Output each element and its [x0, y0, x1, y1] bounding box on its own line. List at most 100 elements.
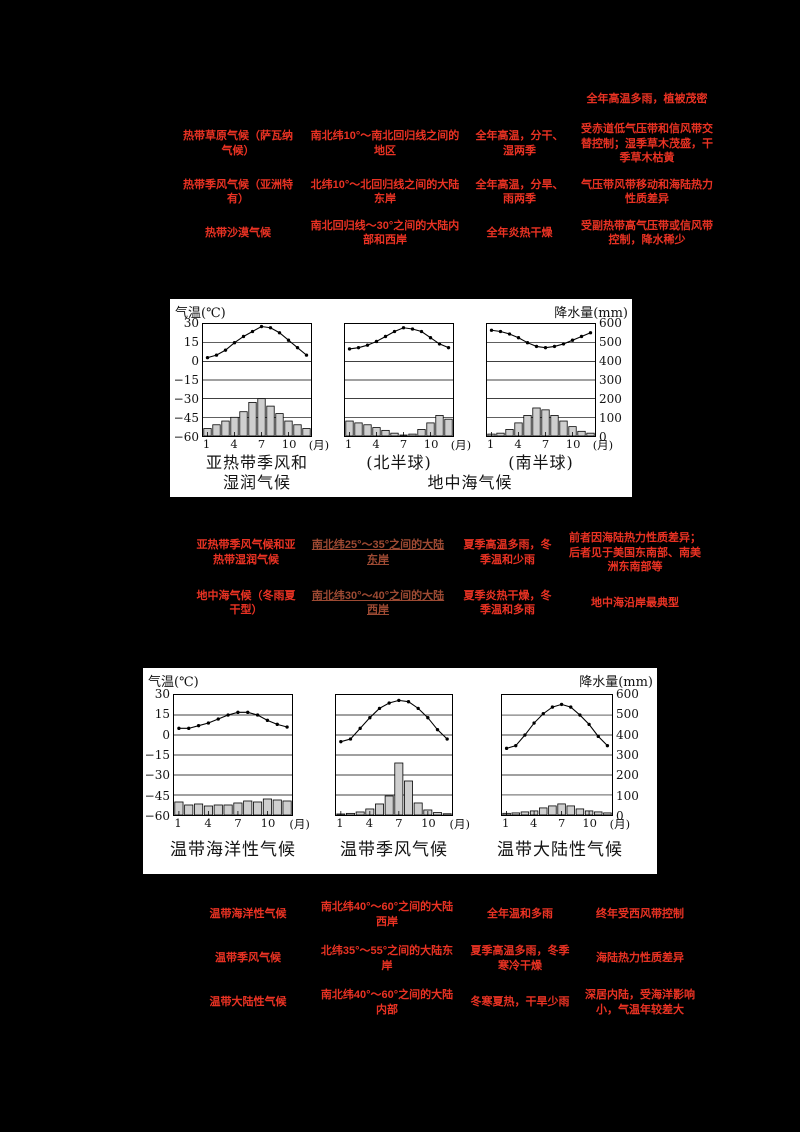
table-cell: 深居内陆，受海洋影响小，气温年较差大: [585, 989, 695, 1016]
month-tick-label: 1: [501, 816, 510, 830]
table-cell: 全年温和多雨: [487, 908, 553, 921]
axis-tick-label: 0: [599, 430, 607, 444]
chart-slot: 1 4 7 10 (月): [486, 323, 613, 452]
climate-chart-mediterranean-south: [486, 323, 596, 437]
month-tick-label: 7: [541, 437, 550, 451]
month-tick-label: 7: [234, 816, 242, 830]
table-row: 热带草原气候（萨瓦纳气候） 南北纬10°～南北回归线之间的地区 全年高温，分干、湿两…: [178, 122, 715, 166]
climate-table-temperate: 温带海洋性气候 南北纬40°～60°之间的大陆西岸 全年温和多雨 终年受西风带控制 温带…: [192, 900, 696, 1032]
month-tick-label: 10: [565, 437, 581, 451]
month-tick-label: 4: [514, 437, 522, 451]
axis-tick-label: 600: [616, 687, 639, 701]
precip-axis-title: 降水量(mm): [579, 675, 653, 690]
month-tick-label: 4: [529, 816, 538, 830]
table-cell: 南北纬25°～35°之间的大陆东岸: [311, 539, 445, 566]
axis-tick-label: 30: [183, 316, 199, 330]
table-cell: 温带季风气候: [215, 952, 281, 965]
table-cell: 夏季高温多雨，冬季寒冷干燥: [470, 945, 570, 972]
table-cell: 受赤道低气压带和信风带交替控制；湿季草木茂盛，干季草木枯黄: [581, 123, 713, 165]
table-cell: 全年高温，分旱、雨两季: [475, 178, 564, 206]
chart-caption: 地中海气候: [427, 473, 513, 492]
table-row: 温带大陆性气候 南北纬40°～60°之间的大陆内部 冬寒夏热，干旱少雨 深居内陆，受海…: [192, 988, 696, 1017]
month-tick-label: 10: [281, 437, 297, 451]
climate-chart-subtropical-monsoon: [202, 323, 312, 437]
table-cell: 夏季炎热干燥，冬季温和多雨: [463, 589, 552, 617]
table-cell: 南北纬10°～南北回归线之间的地区: [310, 130, 460, 157]
month-unit-label: (月): [308, 438, 330, 452]
table-cell: 全年炎热干燥: [486, 226, 553, 239]
table-cell: 海陆热力性质差异: [596, 952, 684, 965]
table-cell: 亚热带季风气候和亚热带湿润气候: [196, 539, 296, 566]
month-tick-label: 1: [336, 816, 344, 830]
climate-table-subtropical: 亚热带季风气候和亚热带湿润气候 南北纬25°～35°之间的大陆东岸 夏季高温多雨，冬…: [196, 531, 703, 632]
chart-slot: 1 4 7 10 (月): [202, 323, 329, 452]
month-tick-label: 1: [202, 437, 211, 451]
table-cell: 受副热带高气压带或信风带控制，降水稀少: [581, 219, 713, 247]
climate-chart-panel-subtropical: 气温(℃) 降水量(mm) 30 15 0 −15 −30 −45 −60 1 4 7 10 (月)…: [170, 299, 632, 497]
month-axis: 1 4 7 10 (月): [202, 437, 329, 452]
month-axis: 1 4 7 10 (月): [344, 437, 471, 452]
chart-caption: 亚热带季风和 湿润气候: [205, 453, 308, 492]
table-cell: 热带草原气候（萨瓦纳气候）: [183, 130, 293, 157]
table-fragment-cell: 全年高温多雨，植被茂密: [586, 93, 708, 105]
table-cell: 南北纬40°～60°之间的大陆西岸: [320, 901, 454, 928]
table-cell: 气压带风带移动和海陆热力性质差异: [581, 178, 713, 206]
axis-tick-label: −45: [144, 788, 170, 803]
month-tick-label: 4: [372, 437, 380, 451]
month-tick-label: 7: [395, 816, 403, 830]
table-cell: 地中海气候（冬雨夏干型）: [196, 589, 296, 617]
month-unit-label: (月): [289, 817, 310, 831]
axis-tick-label: 15: [183, 335, 199, 349]
month-tick-label: 10: [260, 816, 276, 830]
axis-tick-label: 0: [191, 354, 199, 368]
month-tick-label: 4: [230, 437, 238, 451]
chart-caption: 温带海洋性气候: [170, 840, 296, 860]
month-tick-label: 1: [174, 816, 182, 830]
axis-tick-label: −60: [144, 809, 170, 823]
temp-axis-ticks: 30 15 0 −15 −30 −45 −60: [144, 687, 173, 823]
table-cell: 夏季高温多雨，冬季温和少雨: [463, 539, 552, 566]
table-row: 温带季风气候 北纬35°～55°之间的大陆东岸 夏季高温多雨，冬季寒冷干燥 海陆热力性…: [192, 944, 696, 973]
axis-tick-label: 300: [616, 748, 639, 762]
table-cell: 热带季风气候（亚洲特有）: [183, 178, 293, 206]
axis-tick-label: 0: [616, 809, 624, 823]
month-unit-label: (月): [449, 817, 470, 831]
month-unit-label: (月): [592, 438, 614, 452]
precip-axis-ticks: 600 500 400 300 200 100 0: [613, 687, 647, 823]
table-cell: 北纬10°～北回归线之间的大陆东岸: [310, 178, 460, 206]
table-row: 温带海洋性气候 南北纬40°～60°之间的大陆西岸 全年温和多雨 终年受西风带控制: [192, 900, 696, 929]
axis-tick-label: −60: [173, 430, 199, 444]
month-tick-label: 4: [204, 816, 212, 830]
month-unit-label: (月): [609, 817, 631, 831]
climate-chart-temperate-oceanic: [173, 694, 293, 816]
month-axis: 1 4 7 10 (月): [173, 816, 310, 831]
axis-tick-label: 600: [599, 316, 622, 330]
table-cell: 南北纬40°～60°之间的大陆内部: [320, 989, 454, 1016]
axis-tick-label: 500: [616, 707, 639, 722]
chart-slot: 1 4 7 10 (月): [501, 694, 630, 831]
axis-tick-label: 400: [599, 354, 622, 368]
axis-tick-label: 15: [154, 707, 170, 722]
month-tick-label: 10: [423, 437, 439, 451]
axis-tick-label: −15: [144, 748, 170, 762]
month-tick-label: 1: [344, 437, 353, 451]
chart-caption: (南半球): [508, 453, 574, 472]
chart-slot: 1 4 7 10 (月): [344, 323, 471, 452]
temp-axis-ticks: 30 15 0 −15 −30 −45 −60: [172, 316, 202, 444]
month-tick-label: 7: [557, 816, 566, 830]
table-row: 亚热带季风气候和亚热带湿润气候 南北纬25°～35°之间的大陆东岸 夏季高温多雨，冬…: [196, 531, 703, 575]
climate-chart-panel-temperate: 气温(℃) 降水量(mm) 30 15 0 −15 −30 −45 −60 1 4 7 10 (月)…: [143, 668, 657, 874]
table-cell: 地中海沿岸最典型: [591, 596, 679, 609]
chart-caption: 温带大陆性气候: [497, 840, 623, 860]
month-axis: 1 4 7 10 (月): [501, 816, 630, 831]
axis-tick-label: 0: [162, 727, 170, 742]
table-cell: 北纬35°～55°之间的大陆东岸: [320, 945, 454, 972]
axis-tick-label: 30: [154, 687, 170, 701]
month-axis: 1 4 7 10 (月): [335, 816, 470, 831]
table-cell: 温带海洋性气候: [209, 908, 287, 921]
axis-tick-label: 300: [599, 373, 622, 387]
axis-tick-label: 400: [616, 727, 639, 742]
precip-axis-title: 降水量(mm): [554, 306, 628, 321]
chart-caption: 温带季风气候: [340, 840, 448, 860]
month-tick-label: 4: [365, 816, 374, 830]
